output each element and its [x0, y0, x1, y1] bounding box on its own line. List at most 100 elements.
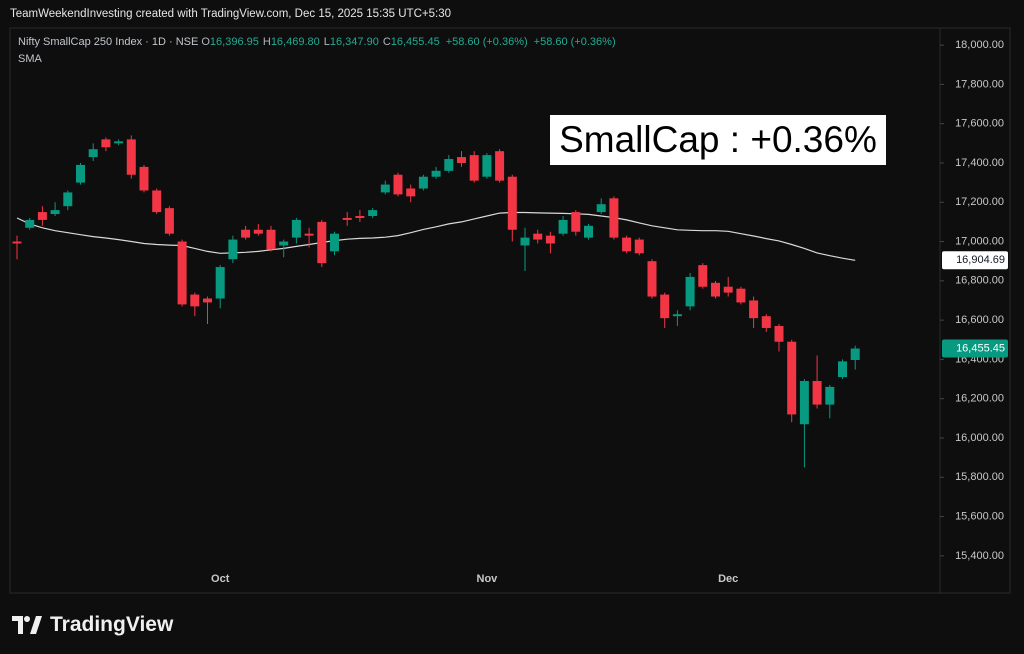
- candle-body: [190, 294, 200, 307]
- x-tick-label: Nov: [477, 573, 499, 585]
- candle-body: [12, 241, 22, 244]
- y-tick-label: 17,200.00: [955, 196, 1004, 208]
- candle-body: [482, 155, 492, 177]
- y-tick-label: 18,000.00: [955, 39, 1004, 51]
- candle-body: [215, 267, 225, 299]
- candle-body: [812, 381, 822, 405]
- candle-body: [114, 141, 124, 144]
- candle-body: [291, 219, 301, 238]
- x-tick-label: Oct: [211, 573, 230, 585]
- ohlc-key: L: [323, 36, 330, 48]
- candle-body: [838, 361, 847, 378]
- candle-body: [850, 348, 860, 361]
- candle-body: [457, 157, 466, 163]
- ohlc-value: 16,455.45: [390, 36, 440, 48]
- candle-body: [88, 149, 98, 158]
- y-tick-label: 15,400.00: [955, 550, 1004, 562]
- candle-body: [507, 176, 517, 230]
- x-tick-label: Dec: [718, 573, 738, 585]
- price-label: 16,904.69: [956, 254, 1005, 266]
- candle-body: [825, 386, 835, 405]
- candle-body: [164, 208, 174, 234]
- candle-body: [317, 221, 327, 264]
- candle-body: [596, 204, 606, 213]
- candle-body: [634, 239, 644, 254]
- ohlc-key: O: [201, 36, 210, 48]
- candle-body: [139, 166, 149, 191]
- candle-body: [723, 286, 733, 293]
- candle-body: [774, 326, 784, 342]
- candle-body: [37, 212, 47, 220]
- candle-body: [698, 265, 708, 287]
- y-tick-label: 16,800.00: [955, 275, 1004, 287]
- price-label-box: [942, 251, 1008, 270]
- candle-body: [203, 298, 212, 303]
- candle-body: [25, 219, 35, 228]
- candle-body: [609, 198, 619, 238]
- candle-body: [469, 155, 479, 181]
- y-tick-label: 16,000.00: [955, 432, 1004, 444]
- candle-body: [647, 261, 657, 297]
- candle-body: [418, 176, 428, 189]
- candle-body: [799, 381, 809, 425]
- change: +58.60 (+0.36%): [533, 36, 616, 48]
- sma-legend: SMA: [18, 53, 42, 65]
- candle-body: [406, 188, 416, 197]
- chart-frame: [9, 27, 1011, 594]
- candle-body: [545, 235, 555, 244]
- candle-body: [749, 300, 759, 319]
- candle-body: [495, 151, 505, 181]
- change: +58.60 (+0.36%): [445, 36, 528, 48]
- ohlc-key: H: [262, 36, 271, 48]
- annotation: SmallCap : +0.36%: [550, 115, 886, 165]
- ohlc-value: 16,396.95: [209, 36, 259, 48]
- y-tick-label: 15,600.00: [955, 510, 1004, 522]
- candle-body: [228, 239, 238, 260]
- ohlc-value: 16,347.90: [329, 36, 379, 48]
- y-tick-label: 16,600.00: [955, 314, 1004, 326]
- candle-body: [126, 139, 136, 175]
- candle-body: [63, 192, 73, 207]
- price-label-box: [942, 339, 1008, 358]
- ohlc-value: 16,469.80: [270, 36, 320, 48]
- ohlc-item: O16,396.95: [201, 36, 259, 48]
- ohlc-key: C: [382, 36, 391, 48]
- candle-body: [533, 233, 543, 240]
- candle-body: [152, 190, 162, 213]
- candle-body: [241, 229, 251, 238]
- candle-body: [711, 282, 720, 297]
- candle-body: [330, 233, 339, 252]
- candle-body: [101, 139, 111, 148]
- y-tick-label: 17,800.00: [955, 78, 1004, 90]
- candle-body: [177, 241, 187, 305]
- candle-body: [76, 164, 85, 183]
- candle-body: [558, 219, 568, 234]
- candle-body: [50, 210, 60, 215]
- sma-line: [16, 211, 856, 261]
- candle-body: [787, 341, 797, 415]
- ohlc-item: C16,455.45: [383, 36, 440, 48]
- price-label: 16,455.45: [956, 342, 1005, 354]
- candle-body: [444, 159, 454, 171]
- series-title: Nifty SmallCap 250 Index · 1D · NSE: [18, 36, 199, 48]
- logo[interactable]: TradingView: [12, 611, 173, 639]
- candle-body: [279, 241, 289, 246]
- ohlc-item: L16,347.90: [324, 36, 379, 48]
- ohlc-item: H16,469.80: [263, 36, 320, 48]
- candle-body: [393, 174, 403, 195]
- series-legend: Nifty SmallCap 250 Index · 1D · NSE O16,3…: [18, 36, 616, 48]
- y-tick-label: 17,400.00: [955, 157, 1004, 169]
- candle-body: [253, 229, 263, 234]
- y-tick-label: 16,200.00: [955, 393, 1004, 405]
- attribution: TeamWeekendInvesting created with Tradin…: [10, 8, 451, 20]
- candle-body: [368, 210, 378, 216]
- candle-body: [660, 294, 670, 319]
- y-tick-label: 17,000.00: [955, 235, 1004, 247]
- candle-body: [266, 229, 276, 250]
- candle-body: [736, 288, 746, 303]
- y-tick-label: 17,600.00: [955, 118, 1004, 130]
- candle-body: [355, 216, 365, 218]
- candle-body: [342, 217, 352, 220]
